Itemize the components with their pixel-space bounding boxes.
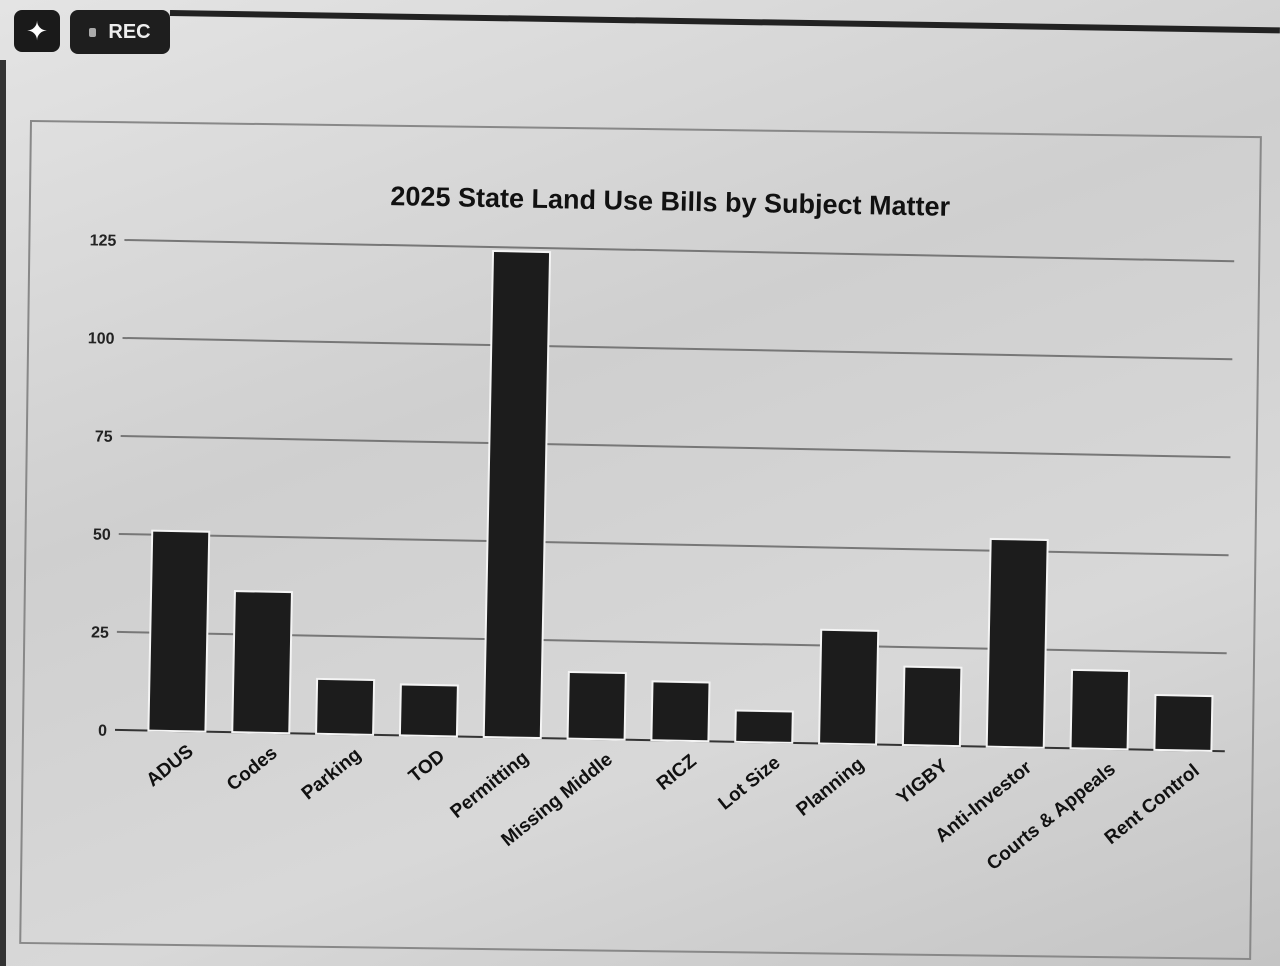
gridline bbox=[120, 434, 1231, 459]
y-tick-label: 50 bbox=[93, 526, 111, 543]
gridline bbox=[124, 238, 1235, 263]
bar bbox=[398, 683, 459, 738]
y-tick-label: 25 bbox=[91, 624, 109, 641]
bar bbox=[985, 537, 1049, 749]
x-tick-label: YIGBY bbox=[893, 755, 952, 809]
record-label: REC bbox=[108, 20, 151, 43]
x-tick-label: Codes bbox=[223, 743, 281, 796]
ai-assistant-button[interactable]: ✦ bbox=[14, 10, 60, 52]
bar bbox=[901, 665, 963, 748]
chart-title: 2025 State Land Use Bills by Subject Mat… bbox=[390, 181, 951, 222]
gridline bbox=[118, 532, 1229, 557]
bar bbox=[231, 590, 293, 735]
monitor-bezel-left bbox=[0, 60, 6, 966]
sparkle-icon: ✦ bbox=[26, 15, 48, 46]
x-tick-label: Planning bbox=[793, 754, 869, 821]
x-tick-label: Parking bbox=[298, 744, 365, 804]
x-tick-label: Lot Size bbox=[715, 752, 785, 814]
bar bbox=[566, 670, 627, 741]
x-tick-label: Permitting bbox=[447, 747, 533, 822]
x-tick-label: TOD bbox=[405, 746, 449, 787]
record-dot-icon bbox=[89, 27, 97, 37]
bar bbox=[734, 709, 794, 744]
y-tick-label: 125 bbox=[90, 232, 117, 250]
bar bbox=[147, 529, 211, 733]
x-tick-label: RICZ bbox=[653, 750, 701, 794]
y-tick-label: 100 bbox=[88, 330, 115, 348]
bar bbox=[315, 677, 376, 736]
y-tick-label: 75 bbox=[95, 428, 113, 445]
bar bbox=[818, 628, 880, 746]
x-tick-label: ADUS bbox=[143, 741, 198, 791]
bar bbox=[650, 680, 711, 743]
y-tick-label: 0 bbox=[98, 723, 107, 740]
record-button[interactable]: REC bbox=[70, 10, 170, 54]
gridline bbox=[122, 336, 1233, 361]
bar bbox=[482, 249, 552, 740]
bar bbox=[1153, 693, 1214, 752]
bar bbox=[1069, 668, 1131, 751]
